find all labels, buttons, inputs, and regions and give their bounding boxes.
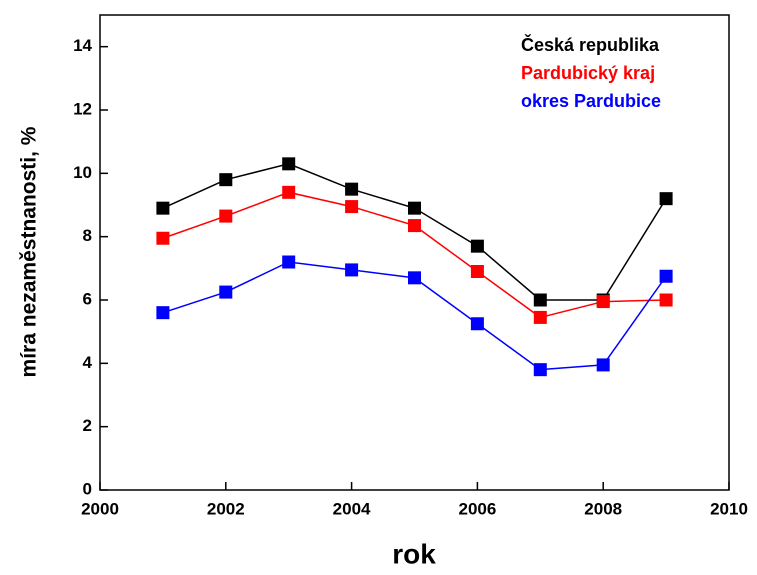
plot-frame xyxy=(99,14,730,491)
marker xyxy=(219,209,233,223)
marker xyxy=(533,363,547,377)
legend-entry: Česká republika xyxy=(521,34,660,55)
marker xyxy=(345,263,359,277)
marker xyxy=(156,201,170,215)
y-tick-label: 6 xyxy=(83,289,92,308)
marker xyxy=(659,293,673,307)
marker xyxy=(156,306,170,320)
x-tick-label: 2002 xyxy=(207,499,245,518)
marker xyxy=(596,358,610,372)
marker xyxy=(219,285,233,299)
y-tick-label: 10 xyxy=(73,163,92,182)
marker xyxy=(596,295,610,309)
y-tick-label: 14 xyxy=(73,36,92,55)
marker xyxy=(156,231,170,245)
marker xyxy=(282,185,296,199)
marker xyxy=(659,192,673,206)
marker xyxy=(470,317,484,331)
x-tick-label: 2008 xyxy=(584,499,622,518)
marker xyxy=(533,293,547,307)
marker xyxy=(345,200,359,214)
marker xyxy=(533,310,547,324)
marker xyxy=(470,265,484,278)
x-tick-label: 2010 xyxy=(710,499,748,518)
legend-entry: okres Pardubice xyxy=(521,91,661,111)
marker xyxy=(408,219,421,233)
x-axis-label: rok xyxy=(392,538,436,569)
marker xyxy=(282,255,296,269)
y-tick-label: 12 xyxy=(73,99,92,118)
x-tick-label: 2000 xyxy=(81,499,119,518)
x-tick-label: 2006 xyxy=(458,499,496,518)
y-tick-label: 2 xyxy=(83,416,92,435)
y-axis-label: míra nezaměstnanosti, % xyxy=(18,126,41,377)
marker xyxy=(282,157,296,171)
y-tick-label: 4 xyxy=(83,353,93,372)
marker xyxy=(470,239,484,253)
y-tick-label: 0 xyxy=(83,479,92,498)
y-tick-label: 8 xyxy=(83,226,92,245)
marker xyxy=(345,182,359,196)
marker xyxy=(408,201,421,215)
marker xyxy=(219,173,233,187)
legend-entry: Pardubický kraj xyxy=(521,63,655,83)
x-tick-label: 2004 xyxy=(333,499,371,518)
marker xyxy=(659,269,673,283)
marker xyxy=(408,271,421,285)
